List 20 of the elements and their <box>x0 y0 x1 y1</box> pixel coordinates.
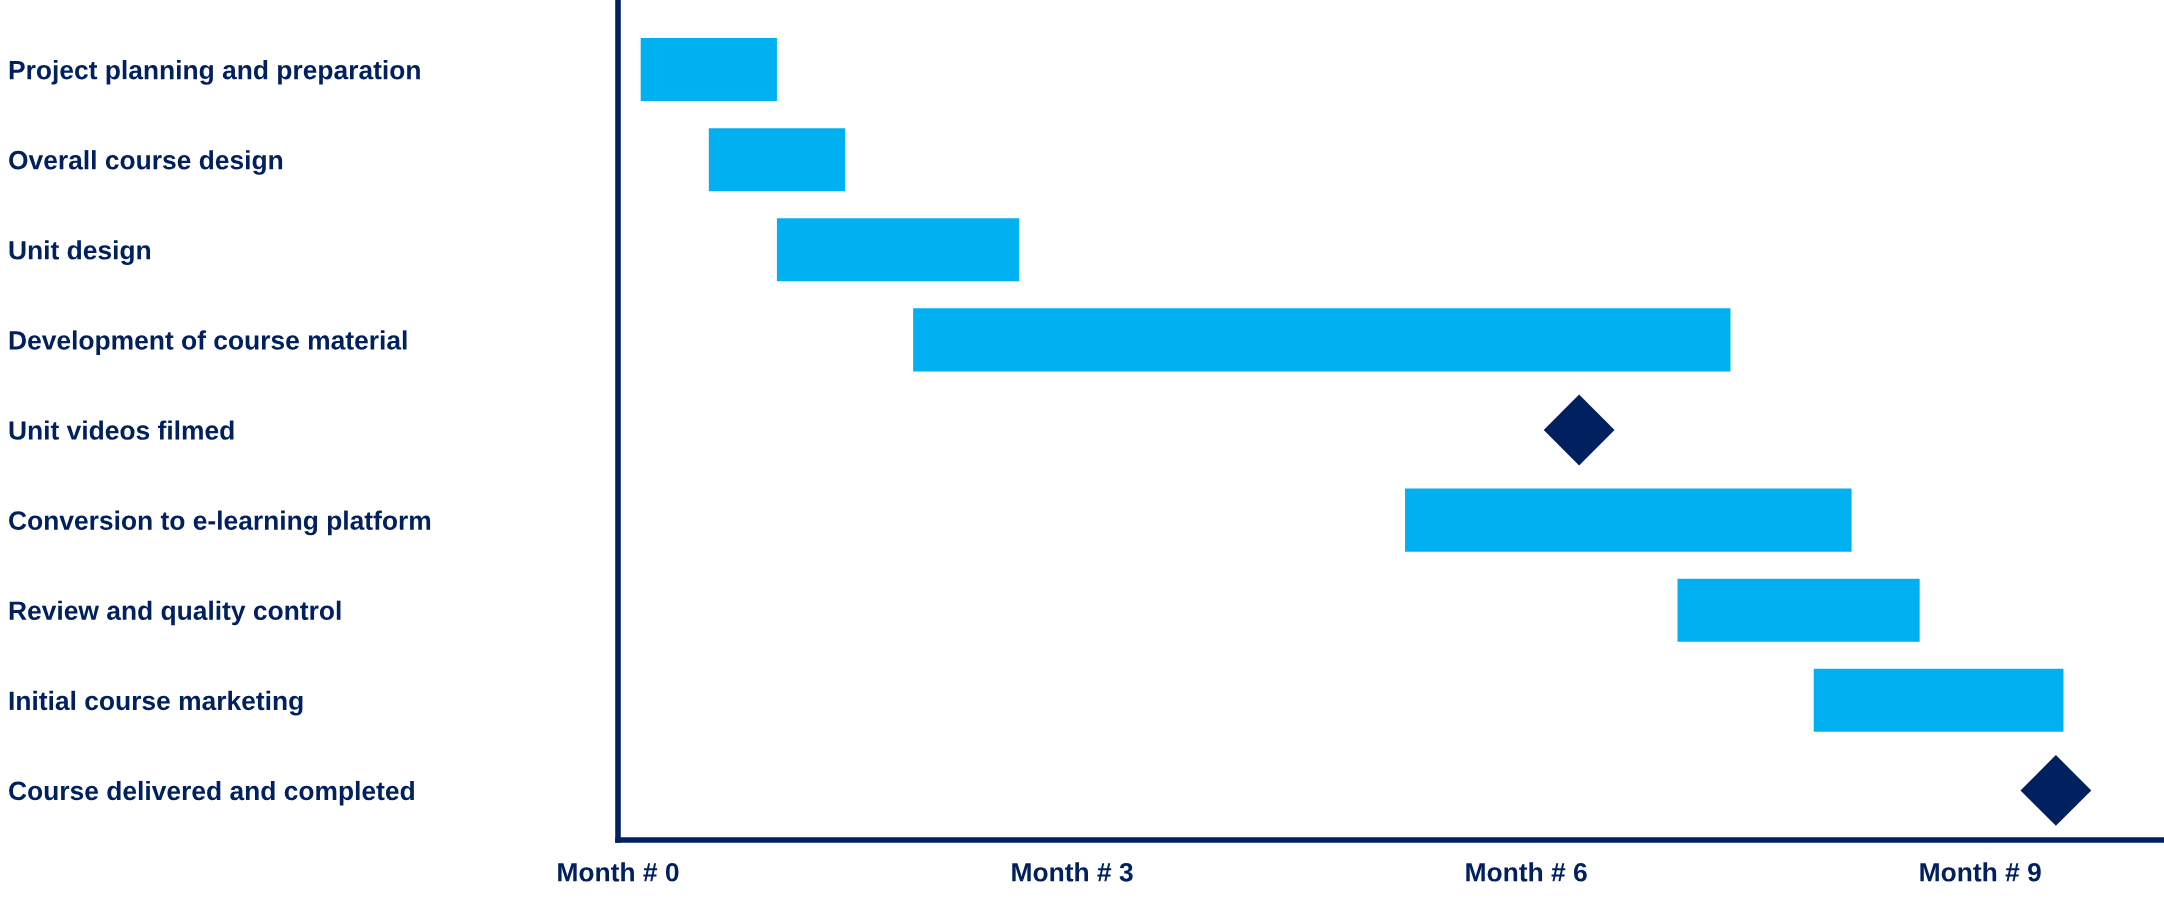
x-tick-label: Month # 9 <box>1920 862 2041 882</box>
y-tick-label: Development of course material <box>9 330 407 355</box>
y-tick-label: Unit design <box>9 240 151 265</box>
y-tick-label: Unit videos filmed <box>9 420 234 440</box>
y-tick-label: Conversion to e-learning platform <box>9 510 431 536</box>
bar <box>1677 578 1920 642</box>
bar <box>640 38 777 102</box>
bar <box>1813 668 2064 732</box>
y-tick-label: Initial course marketing <box>9 690 303 716</box>
y-tick-label: Overall course design <box>9 150 283 175</box>
y-tick-label: Review and quality control <box>9 600 341 626</box>
x-tick-label: Month # 0 <box>558 862 679 882</box>
y-tick-label: Course delivered and completed <box>9 780 414 806</box>
bar <box>913 308 1731 372</box>
x-tick-label: Month # 3 <box>1012 862 1133 882</box>
bar <box>708 128 846 192</box>
bar <box>776 218 1020 282</box>
y-tick-label: Project planning and preparation <box>9 60 420 85</box>
x-tick-label: Month # 6 <box>1466 862 1587 882</box>
bar <box>1405 488 1852 552</box>
